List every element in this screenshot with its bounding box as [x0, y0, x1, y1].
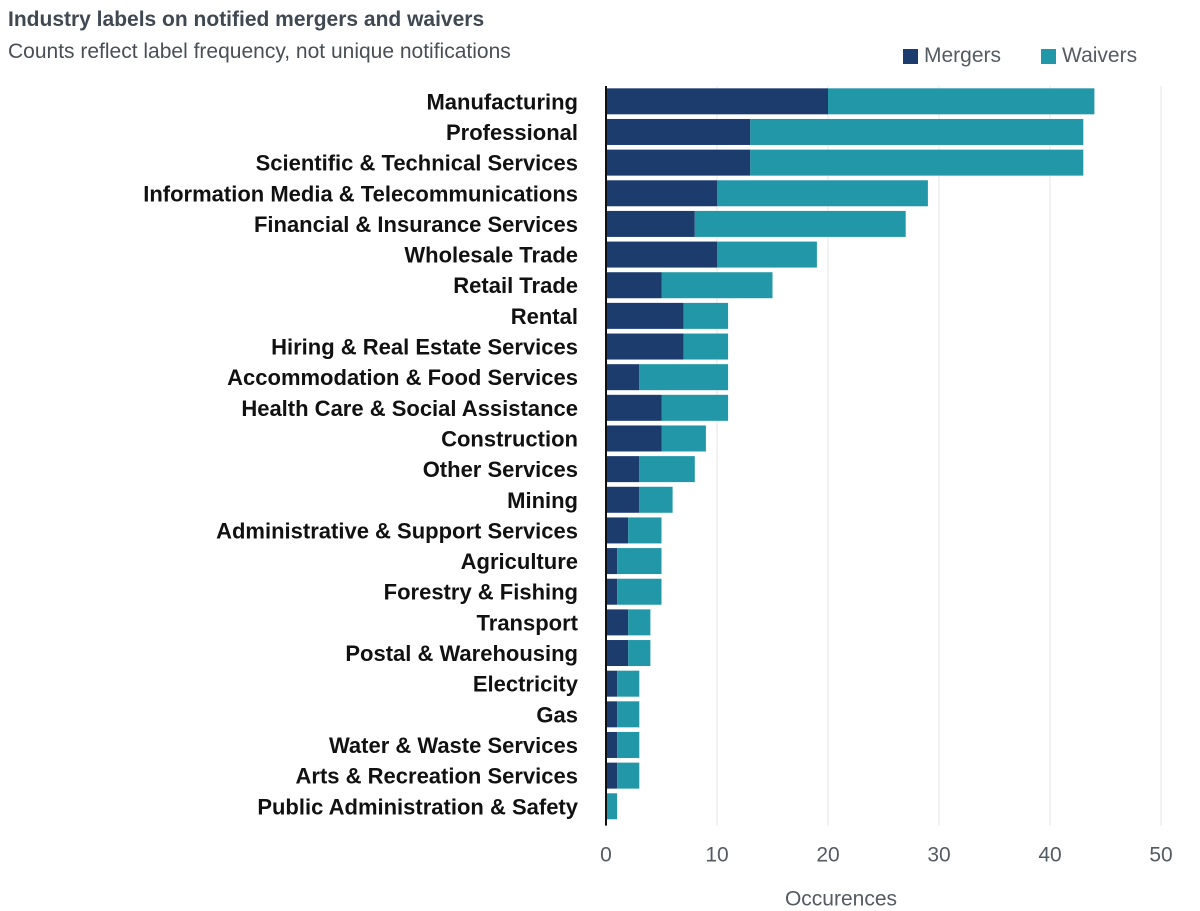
bar-waivers[interactable]: [617, 578, 662, 605]
legend-swatch-mergers: [903, 48, 918, 64]
category-label: Rental: [511, 304, 578, 329]
x-tick-label: 40: [1038, 844, 1061, 867]
bar-waivers[interactable]: [683, 302, 729, 329]
bar-waivers[interactable]: [639, 364, 729, 391]
bar-waivers[interactable]: [750, 149, 1084, 176]
bar-waivers[interactable]: [628, 640, 651, 667]
bar-waivers[interactable]: [628, 609, 651, 636]
bar-waivers[interactable]: [639, 486, 673, 513]
bar-mergers[interactable]: [606, 609, 629, 636]
bar-mergers[interactable]: [606, 149, 751, 176]
category-label: Retail Trade: [453, 273, 578, 298]
bar-mergers[interactable]: [606, 364, 640, 391]
x-tick-label: 30: [927, 844, 950, 867]
chart-subtitle: Counts reflect label frequency, not uniq…: [8, 40, 511, 63]
bar-mergers[interactable]: [606, 486, 640, 513]
bar-mergers[interactable]: [606, 762, 618, 789]
bar-mergers[interactable]: [606, 425, 662, 452]
bar-waivers[interactable]: [628, 517, 662, 544]
category-labels: Manufacturing Professional Scientific & Te…: [143, 89, 579, 819]
bar-waivers[interactable]: [617, 731, 640, 758]
bar-mergers[interactable]: [606, 701, 618, 728]
bar-mergers[interactable]: [606, 640, 629, 667]
category-label: Agriculture: [461, 549, 578, 574]
bar-waivers[interactable]: [828, 88, 1095, 115]
bar-mergers[interactable]: [606, 548, 618, 575]
bar-mergers[interactable]: [606, 394, 662, 421]
bar-mergers[interactable]: [606, 88, 828, 115]
category-label: Public Administration & Safety: [257, 794, 578, 819]
legend-item-mergers[interactable]: Mergers: [903, 44, 1001, 68]
bar-waivers[interactable]: [617, 701, 640, 728]
category-label: Manufacturing: [426, 89, 578, 114]
legend-item-waivers[interactable]: Waivers: [1041, 44, 1137, 68]
bar-mergers[interactable]: [606, 118, 751, 145]
bar-waivers[interactable]: [661, 272, 773, 299]
category-label: Other Services: [423, 457, 578, 482]
category-label: Postal & Warehousing: [345, 641, 578, 666]
category-label: Professional: [446, 120, 578, 145]
x-tick-labels: 0 10 20 30 40 50: [600, 844, 1173, 867]
legend-label-mergers: Mergers: [924, 44, 1002, 67]
category-label: Arts & Recreation Services: [296, 764, 578, 789]
bar-mergers[interactable]: [606, 517, 629, 544]
legend-swatch-waivers: [1041, 48, 1057, 64]
category-label: Health Care & Social Assistance: [241, 396, 578, 421]
category-label: Financial & Insurance Services: [254, 212, 578, 237]
x-axis-title: Occurences: [785, 888, 897, 911]
category-label: Scientific & Technical Services: [256, 151, 578, 176]
bar-waivers[interactable]: [717, 180, 928, 207]
bar-waivers[interactable]: [750, 118, 1084, 145]
category-label: Forestry & Fishing: [384, 580, 578, 605]
category-label: Mining: [507, 488, 578, 513]
bar-mergers[interactable]: [606, 333, 684, 360]
x-tick-label: 20: [816, 844, 839, 867]
category-label: Electricity: [473, 672, 579, 697]
x-tick-label: 50: [1149, 844, 1172, 867]
category-label: Construction: [441, 426, 578, 451]
bar-waivers[interactable]: [617, 762, 640, 789]
bar-waivers[interactable]: [661, 425, 706, 452]
bar-mergers[interactable]: [606, 180, 717, 207]
bar-mergers[interactable]: [606, 456, 640, 483]
category-label: Wholesale Trade: [404, 243, 578, 268]
chart-title: Industry labels on notified mergers and …: [8, 8, 485, 31]
bar-mergers[interactable]: [606, 210, 695, 237]
bar-mergers[interactable]: [606, 578, 618, 605]
legend-label-waivers: Waivers: [1062, 44, 1138, 67]
bar-mergers[interactable]: [606, 731, 618, 758]
category-label: Water & Waste Services: [329, 733, 578, 758]
bar-mergers[interactable]: [606, 302, 684, 329]
x-tick-label: 0: [600, 844, 612, 867]
category-label: Hiring & Real Estate Services: [271, 335, 578, 360]
bar-waivers[interactable]: [717, 241, 817, 268]
bar-waivers[interactable]: [606, 793, 618, 820]
x-tick-label: 10: [705, 844, 728, 867]
bars: [606, 88, 1095, 820]
bar-waivers[interactable]: [617, 548, 662, 575]
bar-mergers[interactable]: [606, 241, 717, 268]
bar-waivers[interactable]: [661, 394, 729, 421]
category-label: Transport: [477, 610, 579, 635]
bar-mergers[interactable]: [606, 272, 662, 299]
legend: Mergers Waivers: [903, 44, 1137, 68]
bar-waivers[interactable]: [639, 456, 695, 483]
bar-waivers[interactable]: [694, 210, 906, 237]
category-label: Information Media & Telecommunications: [143, 181, 578, 206]
bar-mergers[interactable]: [606, 670, 618, 697]
category-label: Gas: [536, 702, 578, 727]
bar-waivers[interactable]: [683, 333, 729, 360]
category-label: Administrative & Support Services: [216, 518, 578, 543]
category-label: Accommodation & Food Services: [227, 365, 578, 390]
bar-waivers[interactable]: [617, 670, 640, 697]
gridlines: [716, 86, 1162, 826]
